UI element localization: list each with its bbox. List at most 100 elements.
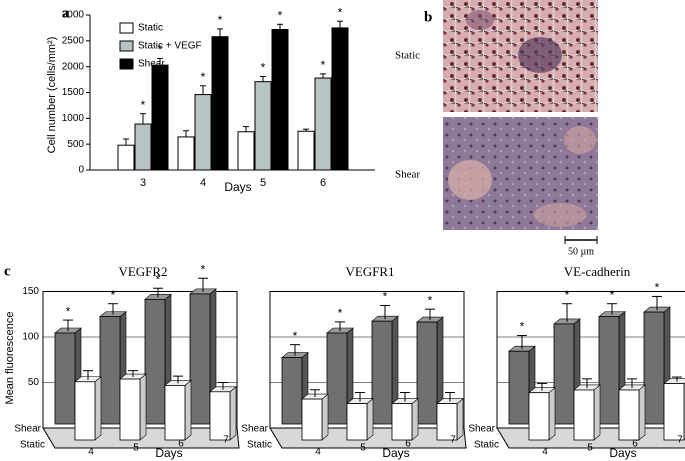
y-axis-title: Mean fluorescence — [4, 312, 16, 405]
significance: * — [655, 281, 660, 295]
bar — [331, 27, 349, 171]
x-tick-label: 5 — [360, 443, 366, 454]
bar — [209, 391, 231, 441]
image-detail — [448, 160, 492, 200]
depth-label: Static — [474, 440, 499, 451]
bar — [598, 316, 620, 425]
bar — [151, 64, 169, 171]
significance: * — [383, 290, 388, 304]
y-tick-label: 50 — [28, 377, 40, 388]
bar — [371, 320, 393, 425]
significance: * — [338, 306, 343, 320]
y-tick-label: 0 — [78, 165, 84, 176]
bar — [643, 311, 665, 425]
bar-side — [184, 379, 192, 441]
bar — [663, 383, 685, 441]
x-axis-title: Days — [224, 180, 251, 194]
bar — [416, 321, 438, 425]
y-tick-label: 3000 — [62, 10, 85, 21]
bar-side — [366, 397, 374, 441]
significance: * — [321, 58, 326, 72]
x-tick-label: 6 — [178, 439, 184, 450]
significance: * — [201, 70, 206, 84]
significance: * — [111, 288, 116, 302]
significance: * — [610, 288, 615, 302]
legend-swatch — [119, 58, 134, 70]
panel-label: b — [424, 9, 432, 25]
x-tick-label: 5 — [133, 443, 139, 454]
bar — [553, 323, 575, 425]
chart-title: VEGFR2 — [118, 264, 167, 279]
significance: * — [158, 43, 163, 57]
x-tick-label: 6 — [405, 439, 411, 450]
chart-title: VEGFR1 — [345, 264, 394, 279]
bar — [618, 389, 640, 441]
micrographs: Static Shear 50 µm — [395, 0, 598, 257]
bar-side — [139, 373, 147, 441]
bar-side — [638, 384, 646, 441]
x-tick-label: 4 — [315, 447, 321, 458]
bar — [99, 316, 121, 425]
significance: * — [338, 5, 343, 19]
significance: * — [428, 293, 433, 307]
x-tick-label: 7 — [677, 435, 683, 446]
panel-label: a — [62, 5, 70, 21]
bar — [297, 130, 315, 171]
depth-label: Static — [247, 440, 272, 451]
image-detail — [564, 126, 596, 154]
significance: * — [261, 61, 266, 75]
depth-label: Shear — [241, 424, 268, 435]
bar — [254, 81, 272, 171]
y-tick-label: 500 — [67, 139, 84, 150]
y-tick-label: 100 — [22, 332, 39, 343]
bar-side — [456, 397, 464, 441]
significance: * — [293, 329, 298, 343]
legend-swatch — [119, 40, 134, 52]
legend-label: Static + VEGF — [138, 41, 202, 52]
bar — [346, 403, 368, 441]
bar — [119, 378, 141, 441]
chart-title: VE-cadherin — [564, 264, 631, 279]
bar-side — [321, 393, 329, 441]
x-axis-title: Days — [609, 446, 636, 460]
bar — [281, 357, 303, 425]
bar — [144, 298, 166, 425]
significance: * — [278, 8, 283, 22]
x-tick-label: 6 — [632, 439, 638, 450]
image-label: Shear — [395, 169, 420, 181]
bar-side — [229, 386, 237, 441]
x-tick-label: 5 — [587, 443, 593, 454]
bar — [237, 131, 255, 171]
x-axis-title: Days — [155, 446, 182, 460]
image-detail — [518, 37, 562, 73]
legend-label: Shear — [138, 59, 165, 70]
x-axis-title: Days — [382, 446, 409, 460]
bar — [301, 398, 323, 441]
x-tick-label: 6 — [320, 177, 326, 189]
bar — [508, 350, 530, 425]
x-tick-label: 7 — [223, 435, 229, 446]
image-label: Static — [395, 50, 420, 62]
bar — [391, 403, 413, 441]
significance: * — [156, 272, 161, 286]
bar — [54, 332, 76, 425]
bar-side — [411, 397, 419, 441]
bar — [177, 136, 195, 171]
x-tick-label: 4 — [200, 177, 206, 189]
bar — [326, 332, 348, 425]
y-tick-label: 1500 — [62, 87, 85, 98]
bar — [189, 293, 211, 425]
bar — [271, 28, 289, 171]
bar — [436, 403, 458, 441]
bar — [74, 381, 96, 441]
depth-label: Shear — [468, 424, 495, 435]
bar — [194, 94, 212, 171]
bar — [164, 384, 186, 441]
x-tick-label: 3 — [140, 177, 146, 189]
bar — [314, 77, 332, 171]
bar — [134, 123, 152, 171]
image-detail — [534, 203, 586, 227]
bar — [117, 144, 135, 171]
significance: * — [565, 288, 570, 302]
